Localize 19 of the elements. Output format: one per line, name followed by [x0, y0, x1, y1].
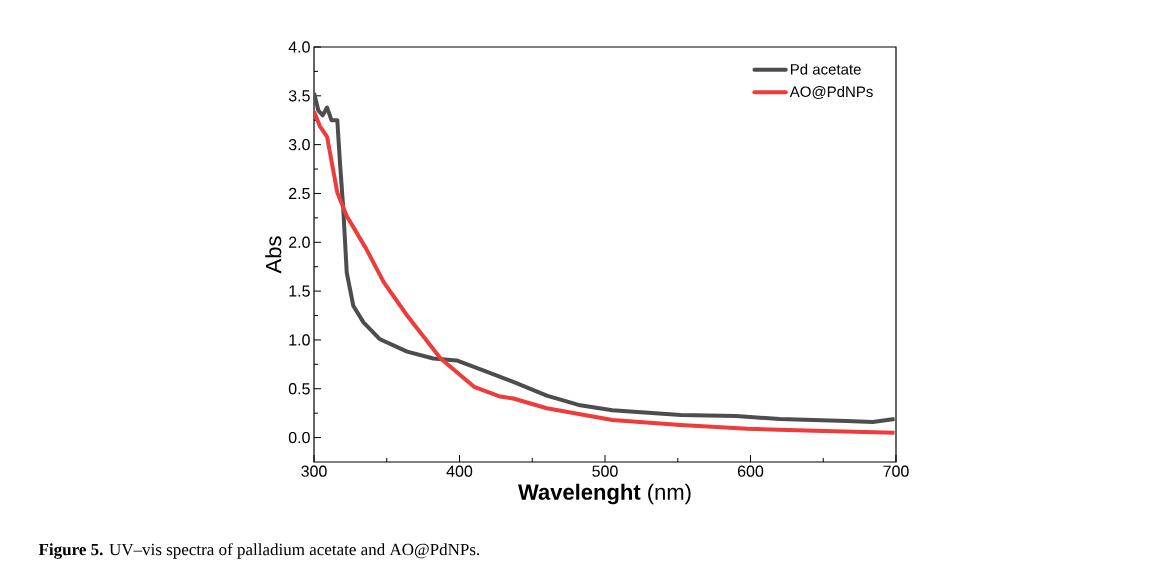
x-tick-label: 300	[301, 465, 327, 477]
legend-label: AO@PdNPs	[789, 86, 873, 99]
x-tick-label: 500	[592, 465, 618, 477]
y-tick-label: 2.0	[289, 236, 310, 248]
y-tick-label: 2.5	[289, 187, 310, 200]
y-tick-label: 4.0	[288, 41, 310, 53]
y-tick-label: 0.5	[288, 383, 310, 395]
y-tick-label: 1.5	[289, 285, 310, 297]
x-tick-label: 700	[883, 465, 909, 477]
y-tick-label: 1.0	[289, 334, 310, 346]
y-tick-label: 0.0	[288, 431, 310, 444]
text: Figure 5. UV–vis spectra of palladium acetate and AO@PdNPs.	[38, 543, 480, 559]
x-tick-label: 600	[737, 465, 764, 477]
y-tick-label: 3.5	[288, 90, 310, 102]
y-axis-title: Abs	[265, 236, 282, 274]
x-tick-label: 400	[446, 465, 473, 477]
y-tick-label: 3.0	[288, 138, 310, 151]
legend-label: Pd acetate	[790, 63, 861, 75]
x-axis-title: Wavelenght (nm)	[518, 483, 691, 505]
